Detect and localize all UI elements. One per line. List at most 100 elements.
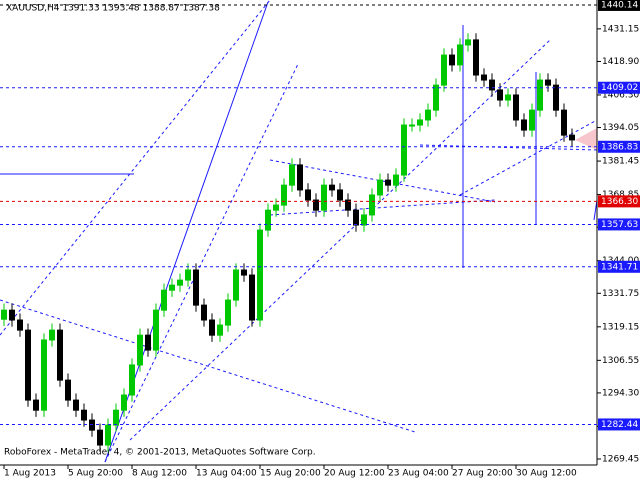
candle-body: [153, 309, 159, 351]
candle-body: [145, 334, 151, 351]
candle-body: [553, 84, 559, 111]
candle-body: [465, 39, 471, 46]
level-label-box: [598, 81, 640, 94]
candle-body: [137, 334, 143, 366]
candle-body: [521, 119, 527, 131]
y-tick-label: 1331.75: [602, 289, 639, 299]
candle-body: [329, 184, 335, 191]
candle-body: [241, 269, 247, 276]
trend-line: [104, 63, 299, 463]
candle-body: [161, 289, 167, 311]
candle-body: [313, 199, 319, 211]
candle-body: [33, 399, 39, 411]
x-tick-label: 30 Aug 12:00: [516, 469, 577, 479]
candle-body: [9, 309, 15, 321]
y-tick-label: 1368.85: [602, 190, 639, 200]
level-label: 1440.14: [601, 0, 638, 10]
level-label-box: [598, 260, 640, 273]
candle-body: [497, 89, 503, 101]
channel-line: [129, 39, 551, 441]
candle-body: [417, 119, 423, 126]
candle-body: [505, 94, 511, 101]
candle-body: [17, 319, 23, 331]
candle-body: [481, 74, 487, 81]
level-label: 1366.30: [601, 197, 638, 207]
candle-body: [561, 109, 567, 136]
candle-body: [89, 419, 95, 431]
candle-body: [25, 329, 31, 401]
candle-body: [169, 284, 175, 291]
candle-body: [201, 304, 207, 321]
candle-body: [281, 184, 287, 206]
x-tick-label: 1 Aug 2013: [4, 469, 56, 479]
x-tick-label: 20 Aug 12:00: [324, 469, 385, 479]
level-label: 1341.71: [601, 262, 638, 272]
y-tick-label: 1394.05: [602, 123, 639, 133]
candle-body: [113, 409, 119, 426]
candle-body: [185, 269, 191, 281]
candle-body: [193, 269, 199, 306]
chart-title: XAUUSD,H4 1391.33 1393.48 1388.87 1387.3…: [6, 4, 220, 14]
candle-body: [489, 79, 495, 91]
x-tick-label: 23 Aug 04:00: [388, 469, 449, 479]
candle-body: [257, 229, 263, 321]
candle-body: [217, 324, 223, 336]
candle-body: [377, 179, 383, 196]
candle-body: [337, 189, 343, 201]
y-tick-label: 1269.45: [602, 455, 639, 465]
level-label: 1357.63: [601, 220, 638, 230]
candle-body: [401, 124, 407, 176]
candle-body: [409, 124, 415, 127]
candle-body: [1, 309, 7, 320]
candle-body: [393, 174, 399, 186]
candle-body: [441, 54, 447, 86]
footer: RoboForex - MetaTrader 4, © 2001-2013, M…: [4, 448, 316, 458]
level-label-box: [598, 195, 640, 208]
candle-body: [105, 424, 111, 446]
x-tick-label: 13 Aug 04:00: [196, 469, 257, 479]
candle-body: [273, 204, 279, 211]
level-label-box: [598, 418, 640, 431]
candle-body: [305, 189, 311, 201]
candle-body: [57, 329, 63, 381]
y-tick-label: 1306.55: [602, 356, 639, 366]
level-label-box: [598, 218, 640, 231]
level-label: 1409.02: [601, 83, 638, 93]
x-tick-label: 27 Aug 20:00: [452, 469, 513, 479]
candle-body: [569, 134, 575, 141]
y-tick-label: 1406.30: [602, 90, 639, 100]
level-label: 1386.83: [601, 142, 638, 152]
candle-body: [81, 409, 87, 421]
candle-body: [473, 39, 479, 76]
candle-body: [265, 209, 271, 231]
candle-body: [529, 109, 535, 131]
candle-body: [289, 164, 295, 186]
candle-body: [297, 164, 303, 191]
candle-body: [425, 109, 431, 121]
candle-body: [345, 199, 351, 211]
candle-body: [537, 79, 543, 111]
candle-body: [41, 339, 47, 411]
level-label-box: [598, 140, 640, 153]
y-tick-label: 1294.30: [602, 388, 639, 398]
candle-body: [513, 94, 519, 121]
candle-body: [321, 184, 327, 211]
candle-body: [449, 54, 455, 66]
target-zone: [575, 128, 597, 150]
candle-body: [73, 399, 79, 411]
candle-body: [209, 319, 215, 336]
candle-body: [129, 364, 135, 396]
y-tick-label: 1381.45: [602, 157, 639, 167]
channel-line: [0, 299, 416, 433]
candle-body: [385, 179, 391, 186]
triangle-line: [459, 119, 598, 196]
candle-body: [233, 269, 239, 301]
candle-body: [225, 299, 231, 326]
triangle-line: [269, 199, 496, 216]
y-tick-label: 1418.90: [602, 57, 639, 67]
candle-body: [97, 429, 103, 446]
candle-body: [369, 194, 375, 216]
